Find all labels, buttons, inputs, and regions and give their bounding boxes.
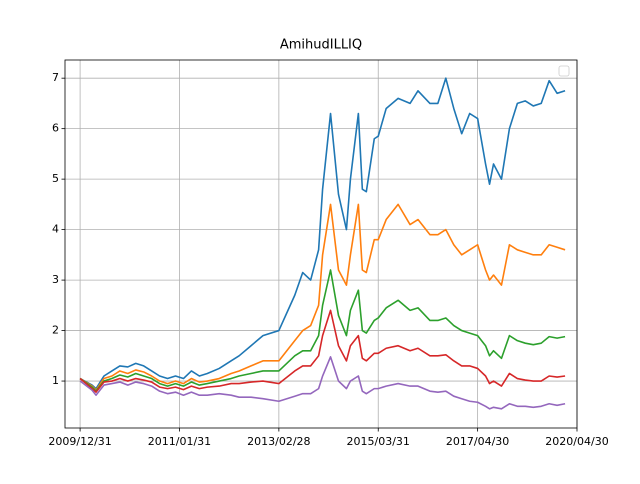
y-tick-label: 4 xyxy=(52,223,59,236)
y-tick-label: 7 xyxy=(52,71,59,84)
x-tick-label: 2013/02/28 xyxy=(247,435,310,448)
y-tick-label: 3 xyxy=(52,273,59,286)
series-line xyxy=(79,77,566,390)
series-line xyxy=(79,203,566,391)
legend-box xyxy=(558,65,570,77)
plot-frame xyxy=(64,59,578,429)
y-tick-label: 1 xyxy=(52,374,59,387)
series-line xyxy=(79,356,566,410)
x-tick-label: 2017/04/30 xyxy=(446,435,509,448)
x-tick-label: 2015/03/31 xyxy=(347,435,410,448)
x-tick-label: 2011/01/31 xyxy=(148,435,211,448)
series-line xyxy=(79,269,566,392)
x-tick-label: 2020/04/30 xyxy=(545,435,608,448)
series-line xyxy=(79,309,566,393)
x-tick-label: 2009/12/31 xyxy=(48,435,111,448)
chart-title: AmihudILLIQ xyxy=(280,38,362,53)
y-tick-label: 6 xyxy=(52,122,59,135)
y-tick-label: 5 xyxy=(52,172,59,185)
y-tick-label: 2 xyxy=(52,324,59,337)
